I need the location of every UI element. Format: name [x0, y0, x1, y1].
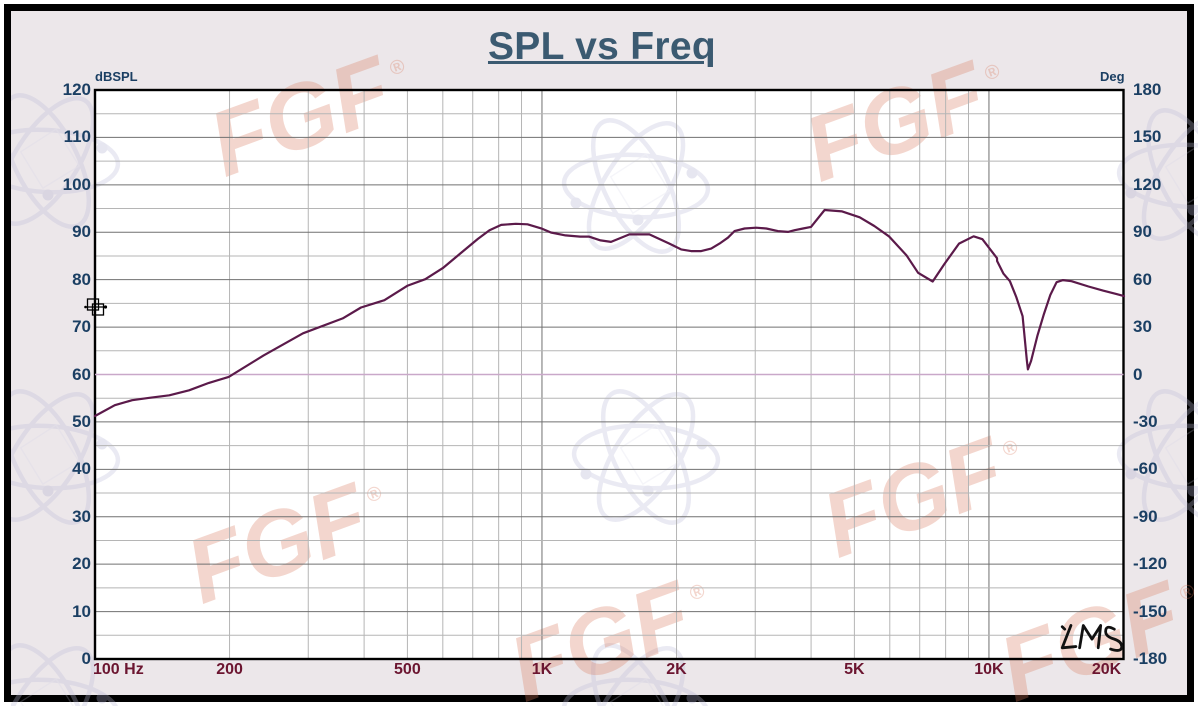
svg-text:®: ®: [982, 60, 1004, 86]
svg-text:®: ®: [1177, 580, 1198, 606]
svg-text:®: ®: [387, 55, 409, 81]
